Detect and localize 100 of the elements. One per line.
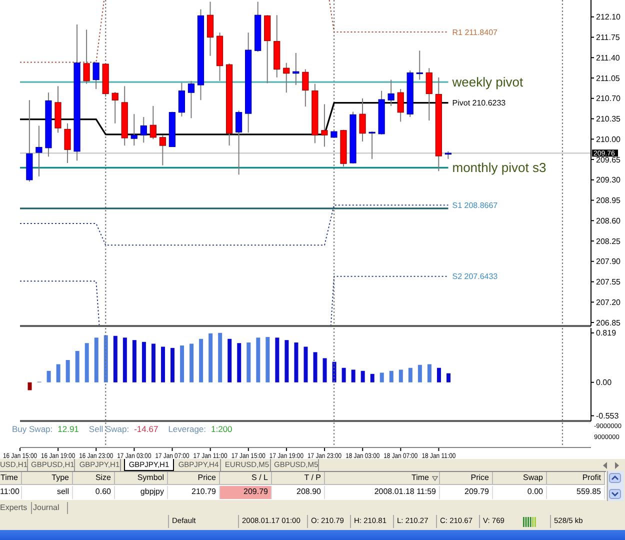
text: Time xyxy=(0,472,22,485)
candlestick xyxy=(388,79,394,106)
text: Leverage: xyxy=(168,424,206,435)
candlestick xyxy=(130,114,138,146)
y-tick-label: 208.25 xyxy=(596,236,622,246)
annotation: weekly pivot xyxy=(451,74,524,90)
annotation: S2 207.6433 xyxy=(452,272,498,282)
y-tick-label: 211.40 xyxy=(596,53,620,62)
bar xyxy=(313,352,318,382)
bar xyxy=(84,343,89,382)
text: -14.67 xyxy=(134,424,158,435)
y-tick-label: 0.00 xyxy=(596,378,612,388)
text: Sell Swap: xyxy=(88,424,130,435)
y-tick-label: 212.10 xyxy=(596,12,622,22)
text: 1:200 xyxy=(211,424,232,435)
bar xyxy=(398,370,403,382)
bar xyxy=(122,338,127,382)
annotation: Pivot 210.6233 xyxy=(452,98,506,108)
y-tick-label: 211.05 xyxy=(596,74,620,83)
candlestick xyxy=(416,50,423,80)
text: Time xyxy=(325,472,440,485)
bar xyxy=(218,332,222,382)
candlestick xyxy=(64,122,71,164)
y-tick-label: 210.70 xyxy=(596,94,622,104)
bar xyxy=(180,346,184,382)
bar xyxy=(56,364,60,382)
candlestick xyxy=(159,134,166,166)
bar xyxy=(113,336,118,382)
bar xyxy=(237,343,242,382)
text: 0.00 xyxy=(493,486,547,499)
candlestick xyxy=(359,98,366,142)
bar xyxy=(66,360,70,382)
text: Price xyxy=(440,472,493,485)
bar xyxy=(284,340,289,382)
bar xyxy=(142,342,146,382)
candlestick xyxy=(112,91,118,124)
y-tick-label: 209.30 xyxy=(596,176,622,185)
y-tick-label: 207.55 xyxy=(596,278,622,287)
bar xyxy=(246,342,251,382)
y-tick-label: -0.553 xyxy=(596,412,620,421)
annotation: S1 208.8667 xyxy=(452,200,498,210)
text: S / L xyxy=(220,472,272,485)
candlestick xyxy=(92,62,100,90)
y-tick-label: 211.75 xyxy=(596,33,620,42)
text: 208.90 xyxy=(272,486,325,499)
candlestick xyxy=(178,82,186,117)
bar xyxy=(256,338,260,382)
candlestick xyxy=(150,105,156,140)
text: Swap xyxy=(493,472,547,485)
bar xyxy=(446,373,450,382)
bar xyxy=(360,370,365,382)
text: 209.79 xyxy=(220,486,272,499)
bar xyxy=(275,338,280,382)
text: 209.79 xyxy=(440,486,493,499)
candlestick xyxy=(206,1,214,56)
bar xyxy=(294,342,298,382)
text: Size xyxy=(73,472,115,485)
candlestick xyxy=(140,116,147,144)
bar xyxy=(199,338,204,382)
text: Price xyxy=(168,472,220,485)
text: 11:00 xyxy=(0,486,22,499)
bar xyxy=(266,337,270,382)
text: Type xyxy=(22,472,73,485)
y-tick-label: 0.819 xyxy=(596,328,617,338)
bar xyxy=(436,368,441,382)
bar xyxy=(190,344,194,382)
bar xyxy=(304,346,308,382)
text: Experts xyxy=(0,502,32,514)
bar xyxy=(342,368,346,382)
bar xyxy=(46,370,51,382)
text: 559.85 xyxy=(547,486,605,499)
text: 2008.01.18 11:59 xyxy=(325,486,440,499)
text: Buy Swap: xyxy=(12,424,53,435)
text: Symbol xyxy=(115,472,168,485)
y-tick-label: 208.60 xyxy=(596,216,622,226)
annotation: R1 211.8407 xyxy=(452,28,498,37)
y-tick-label: 207.90 xyxy=(596,257,622,266)
annotation: monthly pivot s3 xyxy=(452,160,546,176)
text: 12.91 xyxy=(58,424,79,435)
candlestick xyxy=(426,68,432,122)
bar xyxy=(151,344,156,382)
bar xyxy=(228,338,232,382)
bar xyxy=(322,358,327,382)
bar xyxy=(427,364,432,382)
candlestick xyxy=(368,131,376,160)
bar xyxy=(370,374,374,382)
y-tick-label: 208.95 xyxy=(596,196,622,206)
candlestick xyxy=(321,104,328,148)
candlestick xyxy=(236,110,242,176)
candlestick xyxy=(283,62,290,94)
bar xyxy=(75,350,80,382)
candlestick xyxy=(83,29,90,84)
text: Journal xyxy=(33,502,68,514)
text: sell xyxy=(22,486,73,499)
bar xyxy=(132,340,136,382)
bar xyxy=(208,333,213,382)
text: T / P xyxy=(272,472,325,485)
bar xyxy=(160,346,165,382)
y-tick-label: 210.00 xyxy=(596,134,622,144)
candlestick xyxy=(302,68,309,108)
